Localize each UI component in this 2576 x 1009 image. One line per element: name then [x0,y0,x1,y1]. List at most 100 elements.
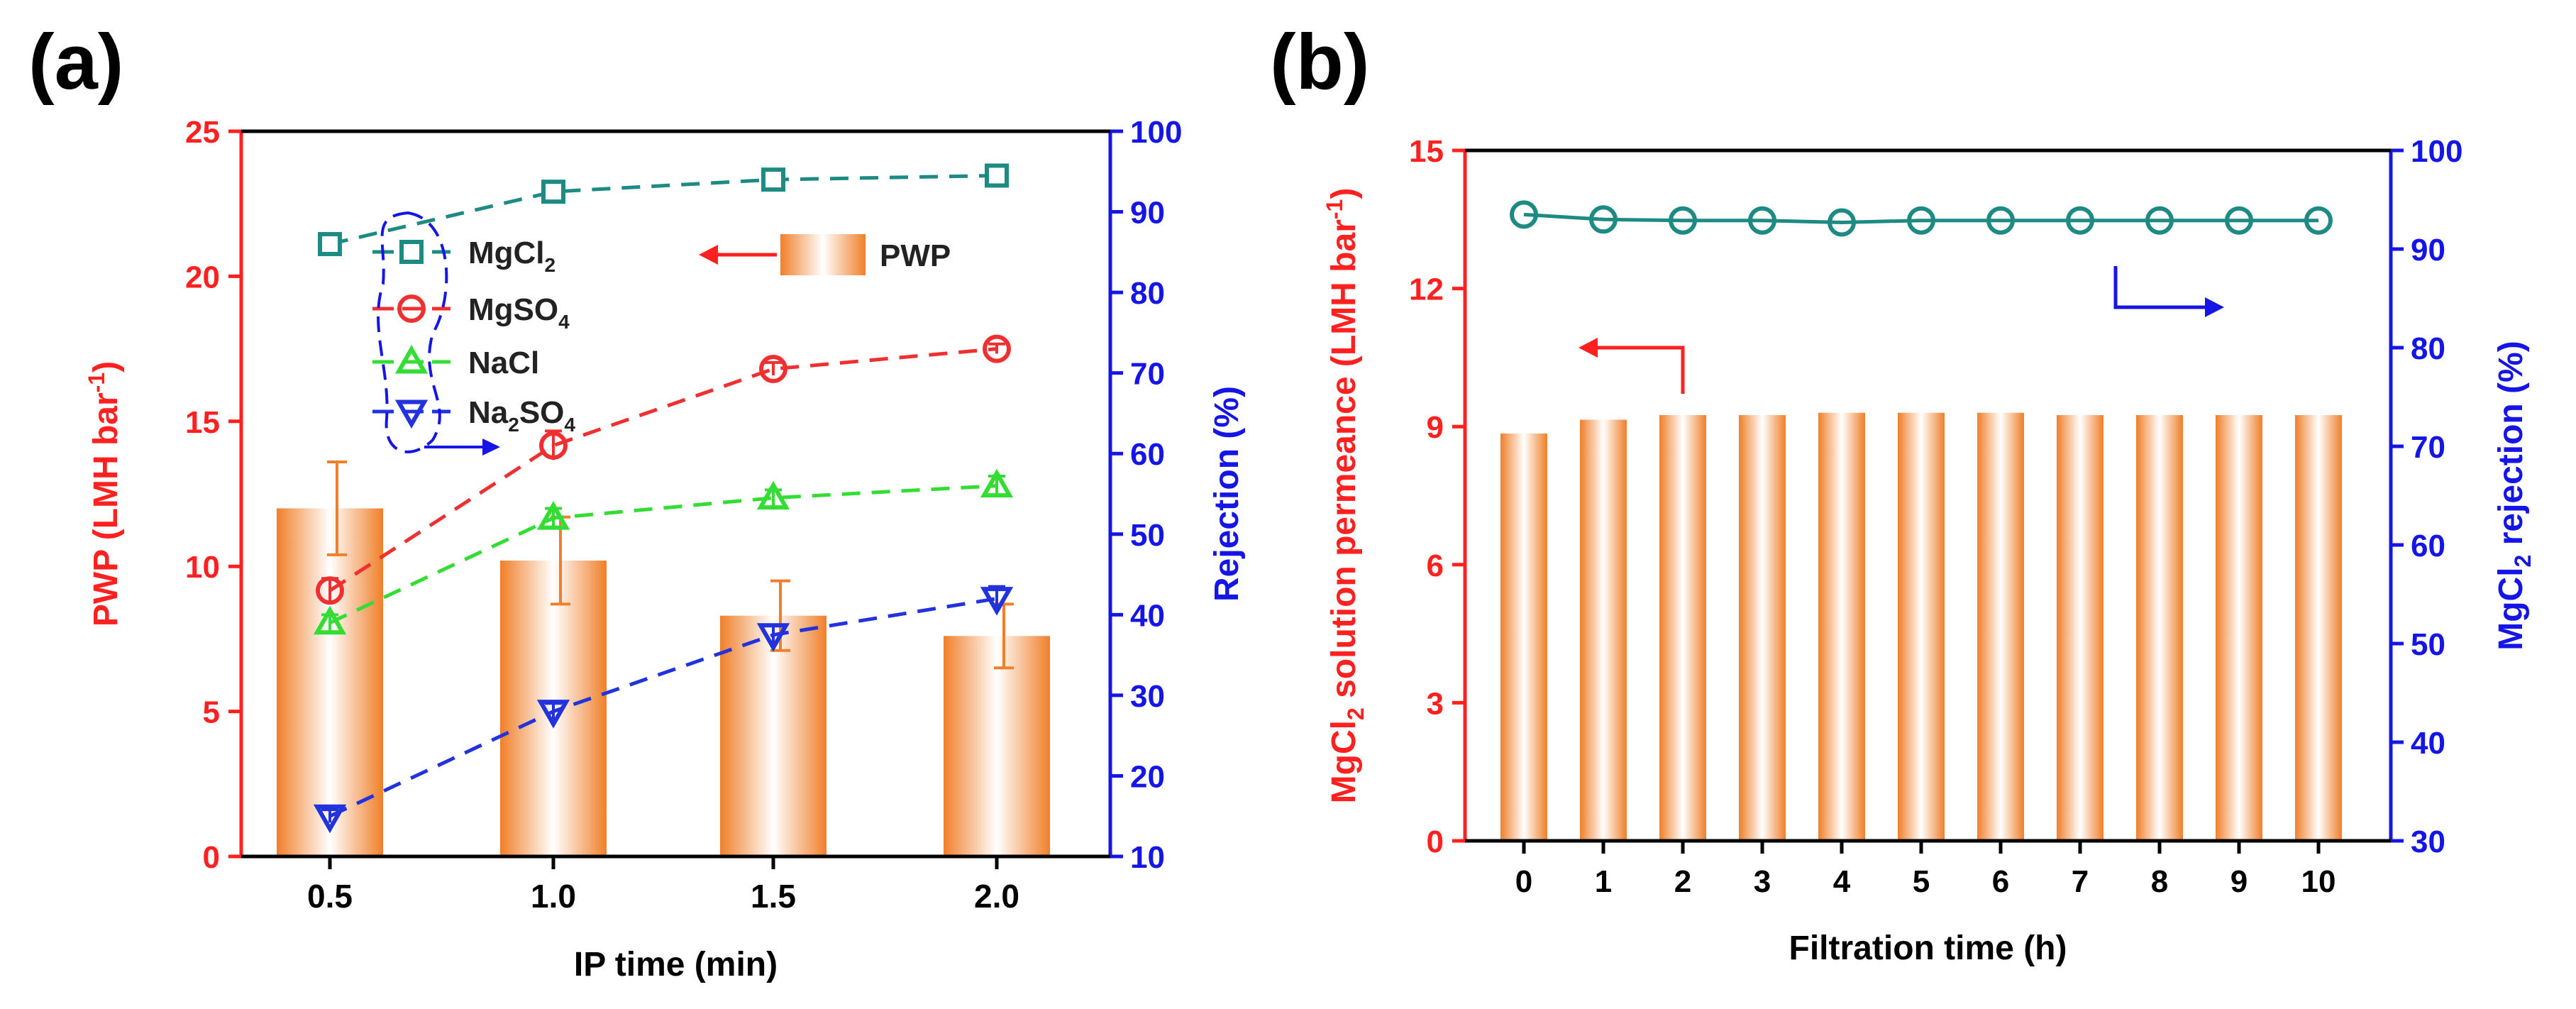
right-tick-label: 10 [1130,840,1165,875]
permeance-bar [1898,412,1945,841]
x-tick-label: 10 [2301,864,2336,899]
series-point-mgso4 [983,334,1011,363]
left-axis-label: PWP (LMH bar-1) [84,361,125,627]
x-tick-label: 4 [1833,864,1851,899]
legend-label-nacl: NaCl [468,346,539,380]
right-tick-label: 50 [1130,518,1165,553]
x-tick-label: 0 [1515,864,1532,899]
rejection-point [2145,206,2174,235]
legend-pwp-arrow-head [699,245,718,265]
legend-enclosure [377,211,448,453]
pwp-bar [277,508,383,856]
right-tick-label: 70 [2411,430,2445,465]
permeance-bar [2136,414,2183,841]
right-axis-label: MgCl2 rejection (%) [2492,341,2536,651]
x-tick-label: 8 [2151,864,2168,899]
series-point-mgcl2 [761,167,785,192]
right-tick-label: 80 [1130,276,1165,311]
legend-label-na2so4: Na2SO4 [468,395,575,436]
right-tick-label: 100 [1130,115,1182,150]
right-axis-label: Rejection (%) [1208,386,1246,602]
x-tick-label: 7 [2072,864,2089,899]
left-indicator-arrow-line [1593,346,1685,394]
left-indicator-arrow-head [1579,338,1598,358]
legend-arrow-head [482,439,500,456]
series-point-mgcl2 [541,180,565,204]
legend-marker [399,240,424,264]
right-indicator-arrow-head [2205,297,2224,317]
x-tick-label: 1.0 [531,878,576,915]
left-tick-label: 0 [203,840,220,875]
legend-pwp-swatch [780,234,866,275]
left-tick-label: 15 [1409,134,1444,169]
x-tick-label: 0.5 [307,878,353,915]
left-tick-label: 20 [185,260,220,294]
panel-b-label: (b) [1270,18,1369,106]
pwp-bar [944,636,1050,856]
legend-marker [394,399,429,429]
pwp-bar [720,615,827,856]
x-tick-label: 2 [1674,864,1691,899]
series-point-na2so4 [313,804,347,834]
left-tick-label: 15 [185,405,220,440]
rejection-point [2304,206,2333,235]
x-tick-label: 3 [1754,864,1771,899]
rejection-point [1907,206,1935,235]
series-point-mgcl2 [318,231,342,256]
x-tick-label: 9 [2230,864,2248,899]
permeance-bar [1659,414,1706,841]
left-tick-label: 6 [1427,548,1444,583]
rejection-line [1523,212,2318,224]
left-tick-label: 12 [1409,272,1444,307]
series-line-mgcl2 [329,173,997,246]
rejection-point [2225,206,2253,235]
right-tick-label: 70 [1130,357,1165,392]
rejection-point [1510,200,1538,229]
left-tick-label: 25 [185,115,220,150]
legend-marker [394,344,429,374]
x-tick-label: 5 [1913,864,1930,899]
right-tick-label: 40 [1130,598,1165,633]
series-point-mgcl2 [985,163,1009,188]
permeance-bar [1977,412,2024,841]
series-point-nacl [980,468,1014,498]
permeance-bar [2057,414,2104,841]
left-axis-label: MgCl2 solution permeance (LMH bar-1) [1322,188,1369,804]
series-point-na2so4 [756,623,790,652]
permeance-bar [1580,419,1627,841]
rejection-point [1828,208,1856,237]
legend-label-mgso4: MgSO4 [468,292,570,333]
series-line-nacl [328,484,997,624]
x-tick-label: 2.0 [974,878,1019,915]
right-tick-label: 90 [1130,196,1165,231]
right-tick-label: 20 [1130,759,1165,794]
rejection-point [2066,206,2094,235]
right-tick-label: 50 [2411,627,2445,662]
right-tick-label: 100 [2411,134,2462,169]
left-tick-label: 0 [1427,825,1444,859]
rejection-point [1986,206,2015,235]
permeance-bar [1818,412,1865,841]
series-point-na2so4 [536,700,570,729]
left-tick-label: 3 [1427,686,1444,721]
permeance-bar [1500,433,1547,841]
right-tick-label: 60 [1130,437,1165,472]
rejection-point [1748,206,1776,235]
right-tick-label: 60 [2411,529,2445,563]
series-point-na2so4 [980,587,1014,616]
series-point-nacl [313,605,347,635]
right-tick-label: 30 [2411,825,2445,859]
series-point-mgso4 [759,354,787,383]
right-tick-label: 90 [2411,233,2445,268]
x-axis-label: Filtration time (h) [1789,930,2067,967]
left-tick-label: 5 [203,695,220,730]
x-tick-label: 6 [1992,864,2009,899]
series-point-mgso4 [316,576,344,605]
rejection-point [1669,206,1697,235]
legend-label-mgcl2: MgCl2 [468,236,555,276]
permeance-bar [1739,414,1786,841]
series-line-mgso4 [328,347,997,592]
